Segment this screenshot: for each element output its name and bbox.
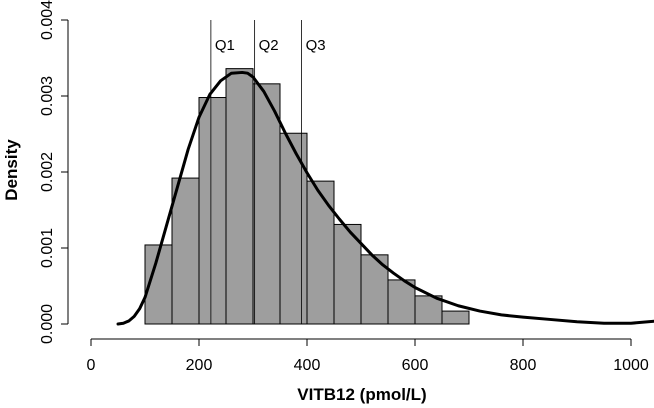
histogram-bar: [441, 310, 470, 325]
histogram-bar: [171, 177, 200, 325]
quartile-label: Q2: [259, 37, 279, 54]
x-tick-label: 600: [402, 357, 429, 374]
histogram-bar: [252, 83, 281, 325]
x-tick-label: 800: [510, 357, 537, 374]
histogram-bar: [306, 180, 335, 325]
quartile-label: Q3: [306, 37, 326, 54]
histogram-bar: [225, 68, 254, 325]
histogram-bar: [414, 295, 443, 325]
histogram-bar: [279, 132, 308, 325]
density-curve: [116, 70, 654, 326]
x-tick-label: 1000: [613, 357, 649, 374]
y-tick-label: 0.004: [39, 0, 56, 40]
y-tick-label: 0.001: [39, 228, 56, 268]
y-tick-label: 0.000: [39, 304, 56, 344]
quartile-label: Q1: [215, 37, 235, 54]
curve-layer: [116, 70, 654, 326]
x-tick-label: 200: [186, 357, 213, 374]
bars-layer: [144, 68, 470, 325]
x-axis-title: VITB12 (pmol/L): [297, 385, 426, 404]
quartile-layer: Q1 Q2 Q3: [210, 20, 326, 324]
y-tick-label: 0.002: [39, 152, 56, 192]
axis-layer: 0 200 400 600 800 1000 0.000 0.001 0.002 0.003 0.0…: [39, 0, 649, 374]
y-axis-title: Density: [2, 139, 21, 201]
x-tick-label: 400: [294, 357, 321, 374]
histogram-bar: [198, 97, 227, 325]
x-tick-label: 0: [87, 357, 96, 374]
histogram-bar: [333, 223, 362, 325]
y-tick-label: 0.003: [39, 76, 56, 116]
